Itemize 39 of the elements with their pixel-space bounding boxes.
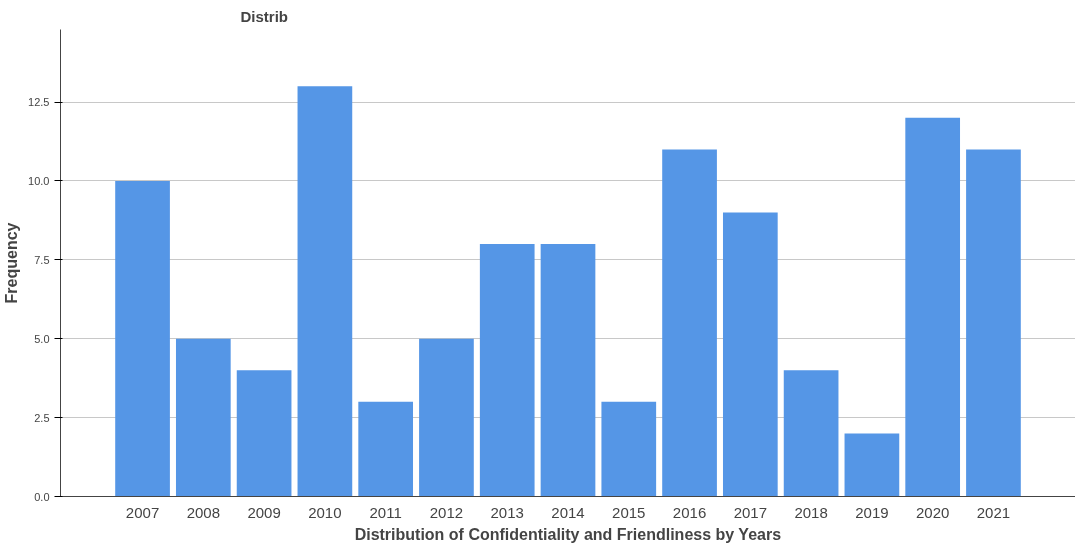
x-tick-label: 2017 bbox=[733, 503, 768, 521]
x-tick-label: 2012 bbox=[429, 503, 464, 521]
x-tick-label: 2008 bbox=[186, 503, 221, 521]
bar bbox=[905, 117, 961, 497]
y-tick-label: 12.5 bbox=[28, 96, 50, 109]
bar bbox=[419, 338, 474, 497]
bar bbox=[601, 401, 657, 497]
y-axis-title: Frequency bbox=[3, 222, 21, 304]
y-tick-label: 0.0 bbox=[34, 490, 50, 503]
x-tick-label: 2020 bbox=[915, 503, 950, 521]
x-tick-label: 2018 bbox=[794, 503, 828, 521]
y-tick-label: 2.5 bbox=[34, 411, 50, 424]
bar bbox=[844, 433, 900, 497]
bar bbox=[966, 149, 1021, 497]
x-tick-label: 2014 bbox=[551, 503, 585, 521]
chart-title: Distrib bbox=[240, 7, 289, 25]
x-tick-label: 2021 bbox=[976, 503, 1011, 521]
x-tick-label: 2016 bbox=[672, 503, 707, 521]
x-tick-label: 2015 bbox=[612, 503, 646, 521]
bar bbox=[479, 244, 535, 497]
x-tick-label: 2013 bbox=[490, 503, 524, 521]
x-tick-label: 2019 bbox=[855, 503, 889, 521]
y-tick-label: 10.0 bbox=[28, 174, 50, 187]
bar bbox=[297, 86, 353, 497]
x-tick-label: 2011 bbox=[369, 503, 402, 521]
bar bbox=[236, 370, 292, 497]
x-tick-label: 2009 bbox=[247, 503, 281, 521]
bar bbox=[175, 338, 231, 497]
y-tick-label: 5.0 bbox=[34, 332, 50, 345]
x-axis-title: Distribution of Confidentiality and Friendliness by Years bbox=[354, 525, 782, 543]
bar bbox=[662, 149, 717, 497]
bar bbox=[540, 244, 596, 497]
x-tick-label: 2010 bbox=[308, 503, 342, 521]
bar bbox=[115, 180, 170, 497]
y-tick-label: 7.5 bbox=[34, 253, 50, 266]
bar bbox=[722, 212, 778, 497]
bar bbox=[783, 370, 839, 497]
x-tick-label: 2007 bbox=[125, 503, 160, 521]
bar bbox=[358, 401, 414, 497]
